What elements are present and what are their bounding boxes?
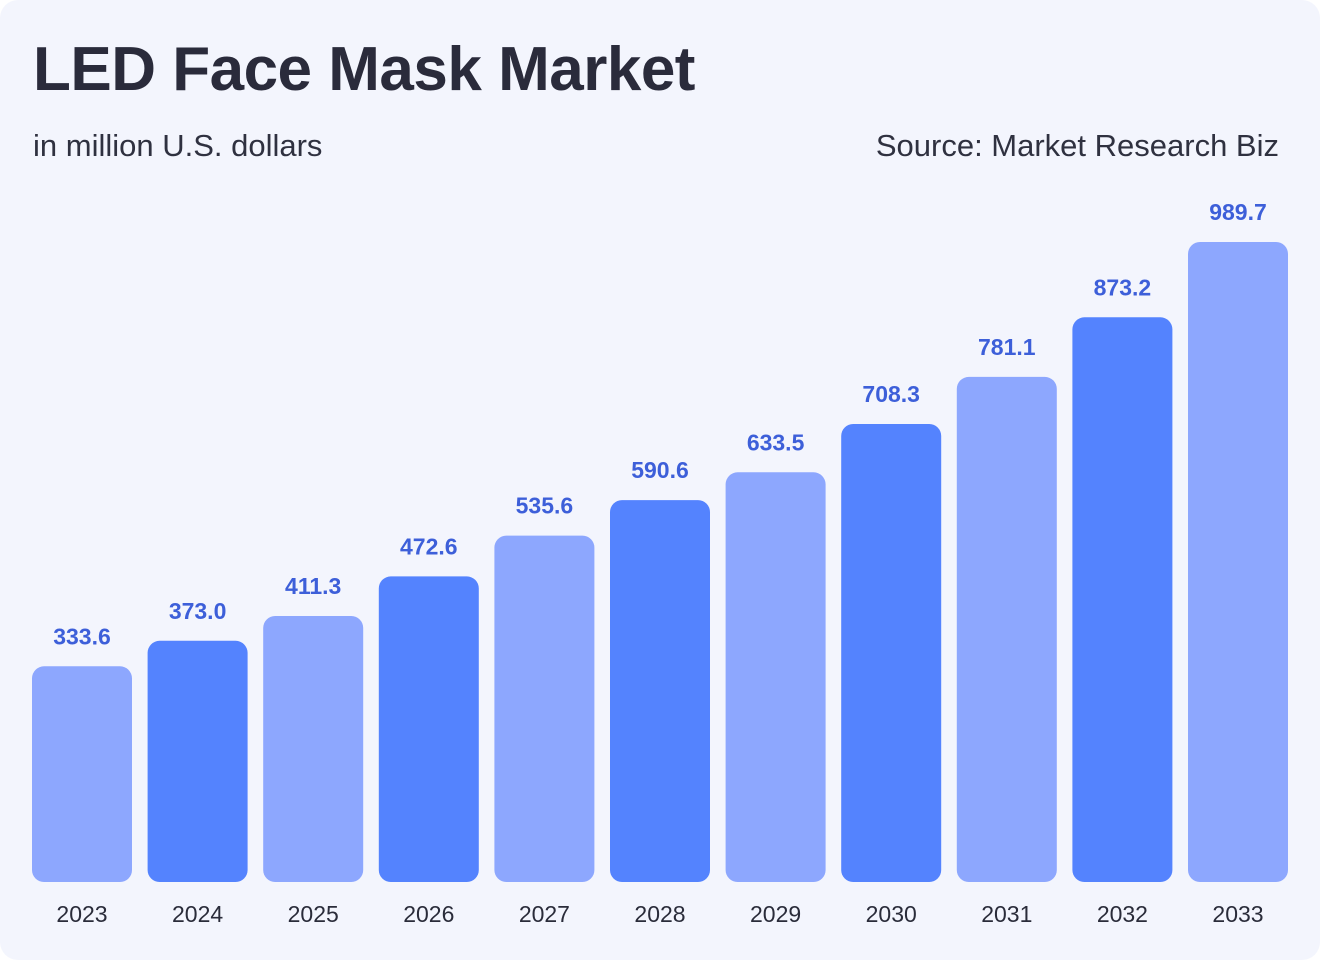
x-tick-label-2023: 2023 (56, 901, 107, 927)
x-tick-label-2027: 2027 (519, 901, 570, 927)
bar-2028 (610, 500, 710, 882)
bar-2033 (1188, 242, 1288, 882)
value-label-2024: 373.0 (169, 598, 227, 624)
value-label-2025: 411.3 (285, 573, 341, 599)
value-label-2029: 633.5 (747, 429, 805, 455)
bar-2027 (494, 535, 595, 882)
bar-2031 (956, 376, 1057, 882)
value-label-2030: 708.3 (862, 381, 920, 407)
source-note: Source: Market Research Biz (875, 128, 1279, 163)
bar-2023 (32, 666, 132, 882)
x-tick-label-2031: 2031 (981, 901, 1032, 927)
bar-2032 (1072, 317, 1173, 882)
x-tick-label-2033: 2033 (1212, 901, 1263, 927)
x-tick-label-2029: 2029 (750, 901, 801, 927)
chart-subtitle: in million U.S. dollars (33, 128, 323, 163)
x-tick-label-2025: 2025 (288, 901, 339, 927)
bar-2025 (263, 616, 364, 882)
x-tick-label-2028: 2028 (634, 901, 685, 927)
value-label-2033: 989.7 (1209, 199, 1267, 225)
bar-2026 (378, 576, 479, 882)
bar-2024 (147, 640, 248, 882)
x-tick-label-2024: 2024 (172, 901, 223, 927)
value-label-2028: 590.6 (631, 457, 689, 483)
value-label-2027: 535.6 (516, 493, 574, 519)
value-label-2031: 781.1 (978, 334, 1036, 360)
bar-2030 (841, 424, 942, 882)
value-label-2032: 873.2 (1094, 274, 1152, 300)
chart-title: LED Face Mask Market (33, 35, 695, 104)
value-label-2023: 333.6 (53, 623, 111, 649)
value-label-2026: 472.6 (400, 533, 458, 559)
bar-2029 (725, 472, 826, 882)
x-tick-label-2026: 2026 (403, 901, 454, 927)
x-tick-label-2030: 2030 (866, 901, 917, 927)
x-tick-label-2032: 2032 (1097, 901, 1148, 927)
